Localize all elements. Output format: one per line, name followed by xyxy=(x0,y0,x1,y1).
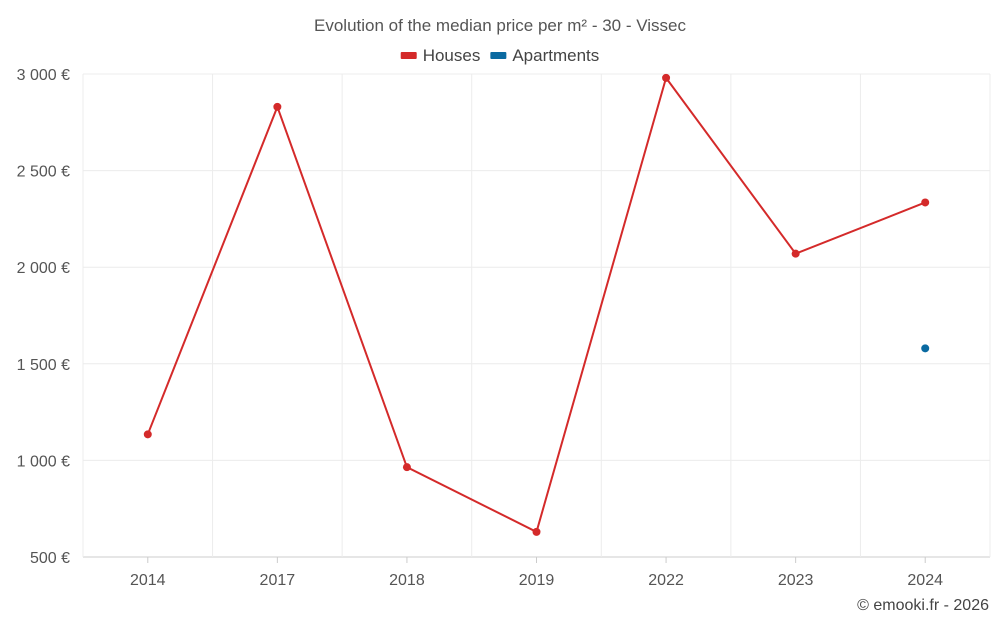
grid xyxy=(82,73,991,558)
data-point-houses xyxy=(921,198,930,207)
y-tick-label: 500 € xyxy=(30,550,70,567)
data-point-houses xyxy=(143,430,152,439)
legend-swatch xyxy=(400,52,417,59)
data-point-houses xyxy=(791,249,800,258)
y-tick-label: 1 500 € xyxy=(17,357,70,374)
chart-title: Evolution of the median price per m² - 3… xyxy=(314,16,686,35)
x-tick-label: 2023 xyxy=(778,572,814,589)
legend-label: Apartments xyxy=(512,46,599,65)
data-point-houses xyxy=(532,527,541,536)
x-tick-label: 2022 xyxy=(648,572,684,589)
x-tick-label: 2017 xyxy=(260,572,296,589)
legend-swatch xyxy=(490,52,507,59)
legend-label: Houses xyxy=(423,46,481,65)
legend-item-apartments[interactable]: Apartments xyxy=(490,46,599,65)
data-point-houses xyxy=(662,73,671,82)
x-tick-label: 2014 xyxy=(130,572,166,589)
y-tick-label: 2 500 € xyxy=(17,164,70,181)
y-tick-label: 3 000 € xyxy=(17,67,70,84)
data-point-houses xyxy=(402,463,411,472)
x-axis: 2014 2017 2018 2019 2022 2023 2024 xyxy=(130,557,943,589)
x-tick-label: 2024 xyxy=(907,572,943,589)
series-layer xyxy=(143,73,930,536)
data-point-houses xyxy=(273,102,282,111)
data-point-apartments xyxy=(921,344,930,353)
x-tick-label: 2019 xyxy=(519,572,555,589)
series-line-houses xyxy=(146,75,926,534)
x-tick-label: 2018 xyxy=(389,572,425,589)
y-axis: 500 € 1 000 € 1 500 € 2 000 € 2 500 € 3 000 € xyxy=(17,67,70,567)
credit-text: © emooki.fr - 2026 xyxy=(857,597,989,614)
legend: Houses Apartments xyxy=(400,46,599,65)
legend-item-houses[interactable]: Houses xyxy=(400,46,481,65)
y-tick-label: 1 000 € xyxy=(17,453,70,470)
y-tick-label: 2 000 € xyxy=(17,260,70,277)
